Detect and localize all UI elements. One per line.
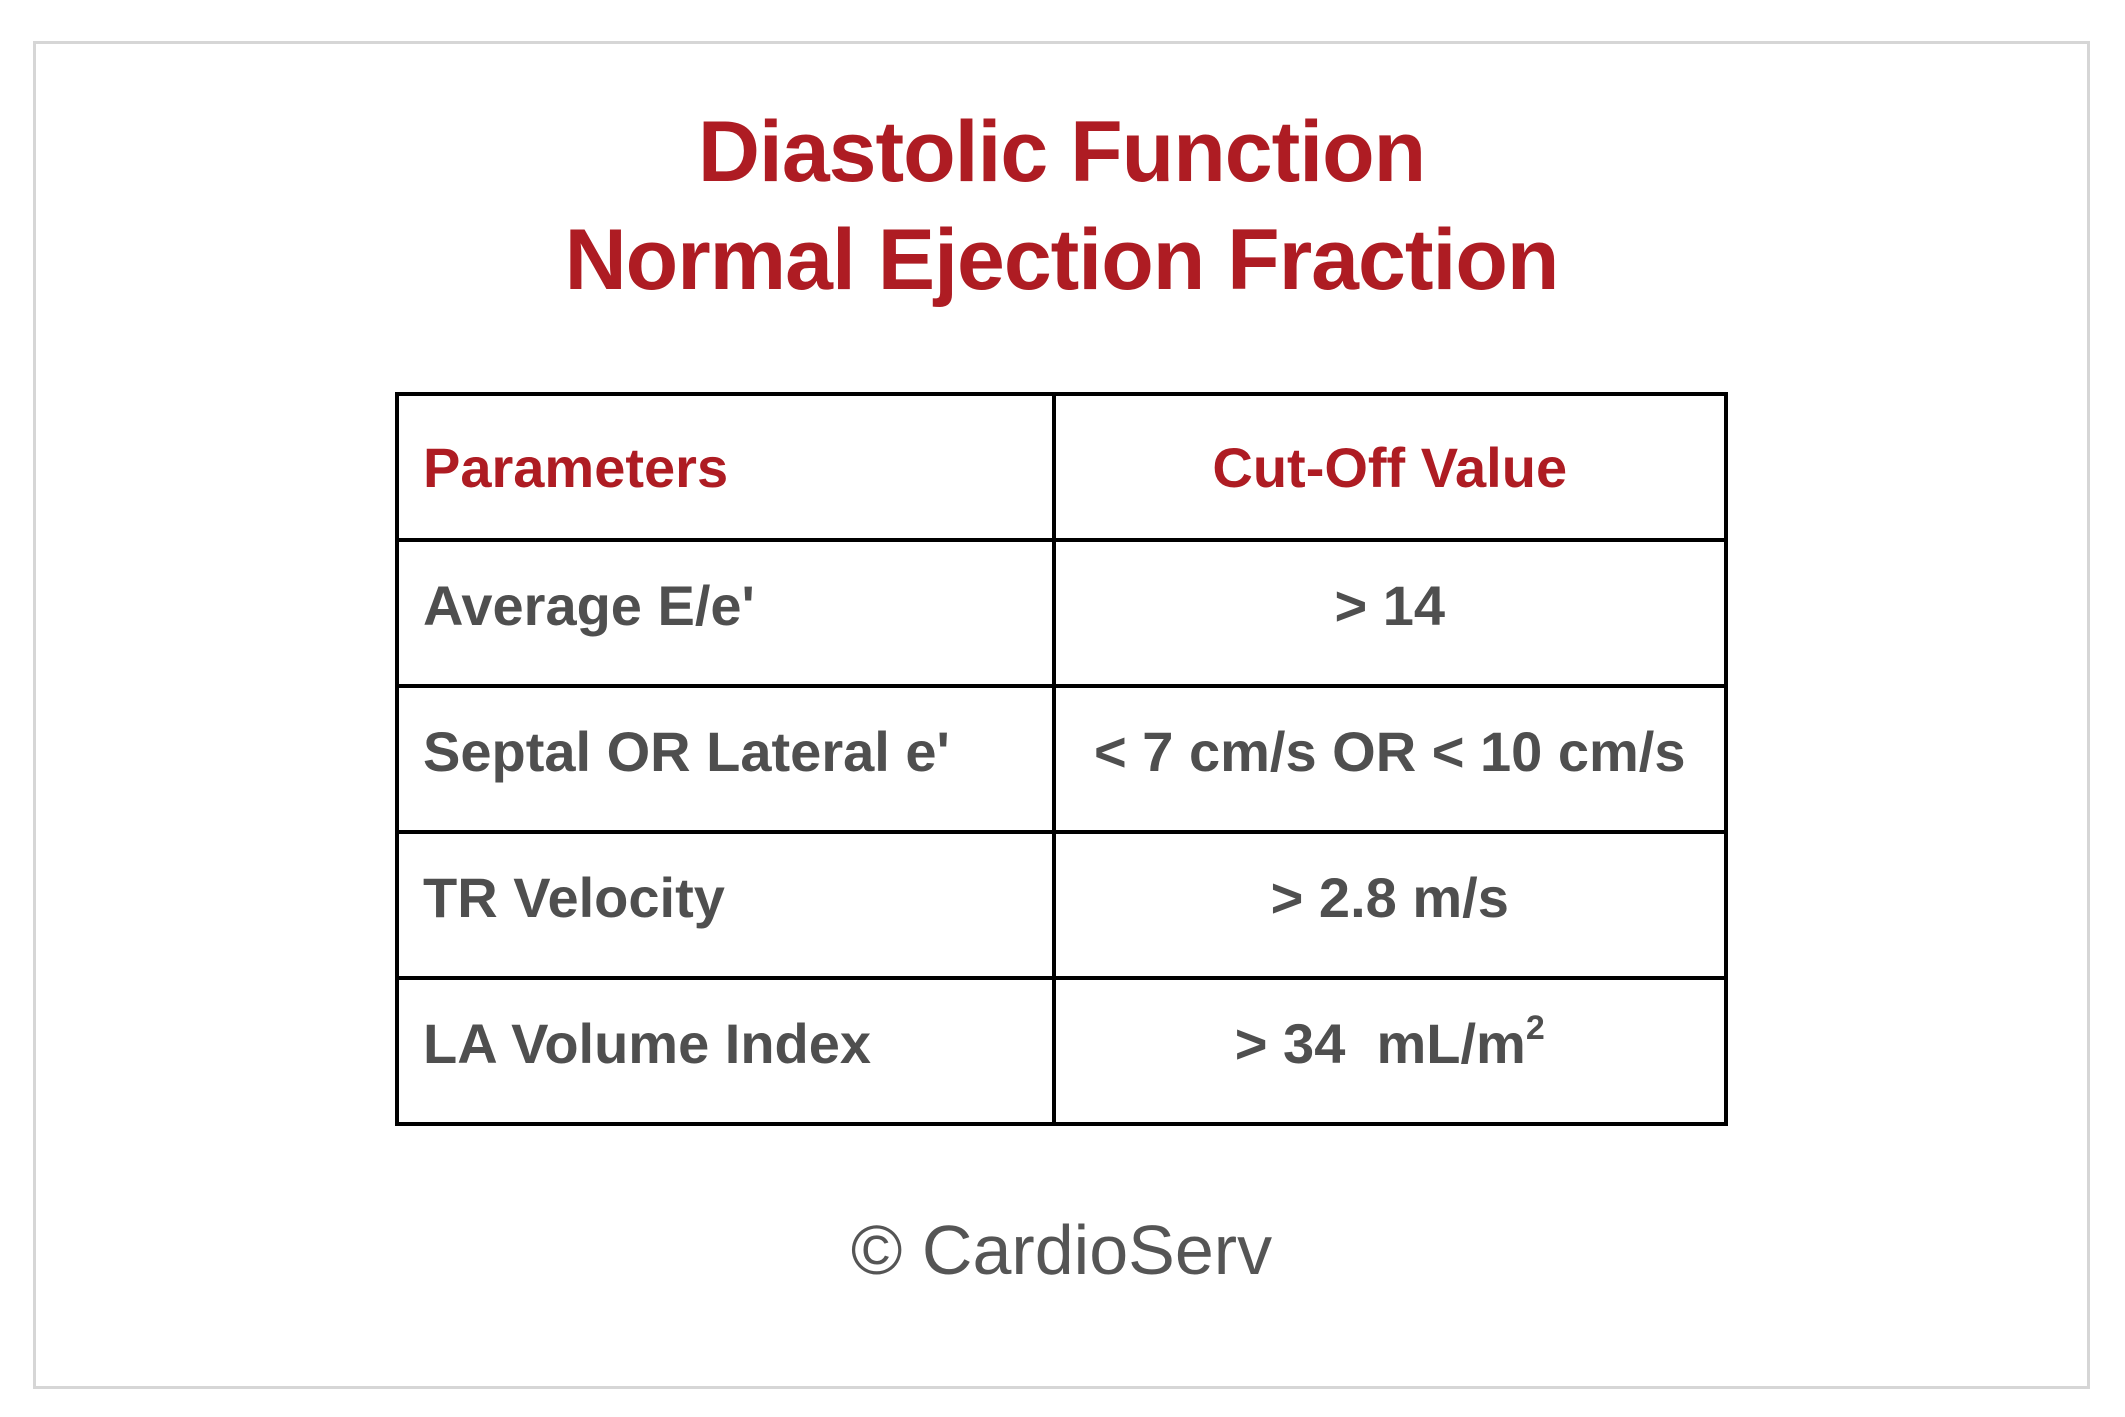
cutoff-value-table: Parameters Cut-Off Value Average E/e' > … [395, 392, 1729, 1126]
param-cell: LA Volume Index [395, 976, 1056, 1126]
table-row: TR Velocity > 2.8 m/s [395, 830, 1729, 980]
table-row: LA Volume Index > 34 mL/m2 [395, 976, 1729, 1126]
value-cell: < 7 cm/s OR < 10 cm/s [1051, 684, 1729, 834]
copyright-text: © CardioServ [850, 1211, 1273, 1289]
table-header-row: Parameters Cut-Off Value [395, 392, 1729, 542]
table-row: Average E/e' > 14 [395, 538, 1729, 688]
value-cell: > 34 mL/m2 [1051, 976, 1729, 1126]
page-title-line1: Diastolic Function [697, 104, 1426, 200]
param-cell: Average E/e' [395, 538, 1056, 688]
value-cell: > 2.8 m/s [1051, 830, 1729, 980]
column-header-cutoff-value: Cut-Off Value [1051, 392, 1729, 542]
table-row: Septal OR Lateral e' < 7 cm/s OR < 10 cm… [395, 684, 1729, 834]
param-cell: Septal OR Lateral e' [395, 684, 1056, 834]
page-title: Diastolic Function Normal Ejection Fract… [36, 98, 2087, 314]
column-header-parameters: Parameters [395, 392, 1056, 542]
page-title-line2: Normal Ejection Fraction [564, 212, 1560, 308]
superscript-exponent: 2 [1525, 1008, 1545, 1047]
value-cell: > 14 [1051, 538, 1729, 688]
value-text: > 34 mL/m [1234, 1011, 1526, 1075]
param-cell: TR Velocity [395, 830, 1056, 980]
infographic-card: Diastolic Function Normal Ejection Fract… [33, 41, 2090, 1389]
